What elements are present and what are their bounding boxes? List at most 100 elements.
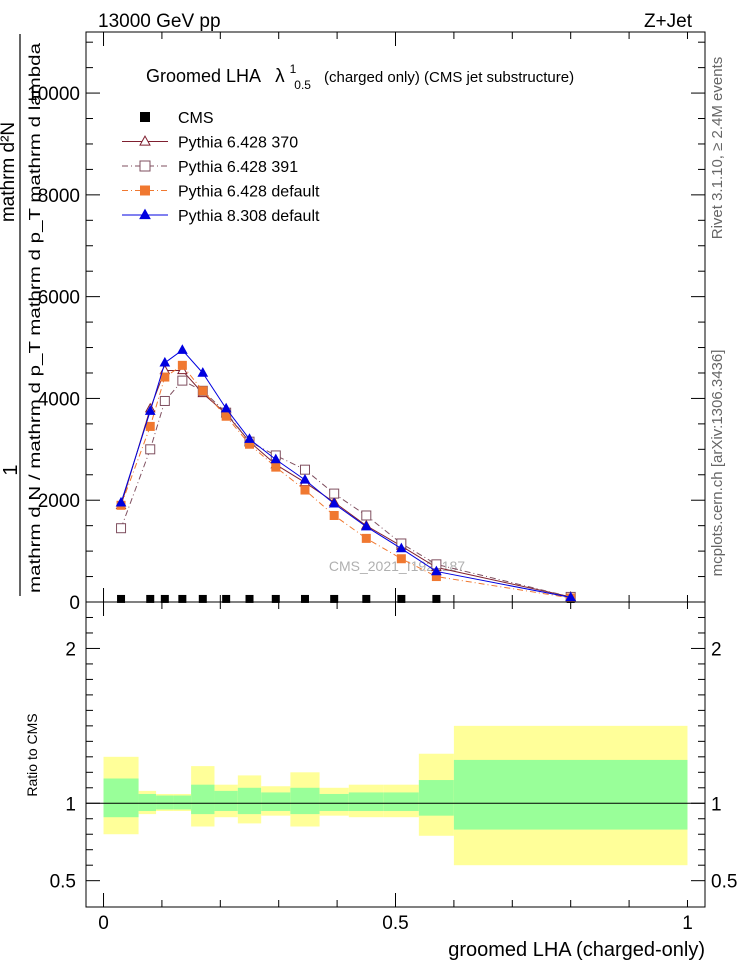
stat-band-bin — [453, 759, 688, 830]
data-point — [177, 375, 188, 386]
plot-title-suffix: (charged only) (CMS jet substructure) — [324, 69, 574, 86]
data-point — [116, 523, 127, 534]
stat-band-bin — [103, 778, 139, 818]
y-tick-label: 2000 — [38, 491, 80, 512]
data-point — [362, 594, 371, 603]
ratio-y-axis-label: Ratio to CMS — [24, 713, 40, 796]
stat-band-bin — [348, 792, 384, 812]
data-point — [300, 485, 310, 495]
stat-band-bin — [214, 790, 238, 812]
legend-label: Pythia 6.428 default — [178, 184, 320, 201]
data-point — [178, 594, 187, 603]
ratio-bands — [103, 725, 688, 866]
y-tick-label: 4000 — [38, 389, 80, 410]
legend-entry: Pythia 6.428 default — [122, 184, 320, 201]
ratio-y-tick-label-right: 2 — [711, 639, 722, 660]
data-point — [115, 496, 127, 507]
data-point — [271, 462, 281, 472]
series-pythia-8-308-default — [115, 344, 577, 602]
ratio-y-tick-label-right: 0.5 — [711, 872, 737, 893]
legend-label: Pythia 8.308 default — [178, 208, 320, 225]
stat-band-bin — [418, 780, 454, 816]
y-tick-label: 0 — [69, 593, 80, 614]
data-point — [177, 360, 187, 370]
data-point — [160, 372, 170, 382]
energy-label: 13000 GeV pp — [98, 11, 221, 32]
legend-entry: Pythia 6.428 370 — [122, 135, 298, 152]
ratio-axes: 0.5 0.5 1 1 2 2 0 0.5 1 — [50, 602, 737, 934]
rivet-label: Rivet 3.1.10, ≥ 2.4M events — [709, 57, 726, 240]
stat-band-bin — [138, 793, 157, 812]
y-tick-label: 10000 — [27, 84, 80, 105]
data-point — [245, 594, 254, 603]
y-tick-label: 6000 — [38, 288, 80, 309]
data-point — [222, 594, 231, 603]
main-series-group — [115, 344, 577, 603]
x-tick-label: 0 — [98, 913, 109, 934]
data-point — [140, 112, 150, 122]
data-point — [431, 565, 442, 576]
data-point — [360, 520, 372, 531]
main-y-axis: 0 2000 4000 6000 8000 10000 — [27, 32, 705, 614]
data-point — [396, 554, 406, 564]
data-point — [395, 542, 407, 553]
y-axis-label-top: 1 — [0, 464, 22, 475]
ratio-y-tick-label-right: 1 — [711, 794, 722, 815]
plot-title-text: Groomed LHA — [146, 66, 261, 86]
data-point — [139, 160, 151, 172]
data-point — [300, 594, 309, 603]
ratio-y-tick-label: 2 — [65, 639, 76, 660]
data-point — [299, 473, 311, 484]
data-point — [220, 402, 232, 413]
stat-band-bin — [383, 792, 419, 812]
series-line — [120, 349, 571, 598]
data-point — [245, 439, 255, 449]
process-label: Z+Jet — [644, 11, 693, 32]
stat-band-bin — [237, 787, 262, 815]
x-axis-label: groomed LHA (charged-only) — [448, 939, 705, 961]
data-point — [361, 533, 371, 543]
data-point — [330, 594, 339, 603]
data-point — [145, 421, 155, 431]
legend-label: Pythia 6.428 370 — [178, 135, 298, 152]
data-point — [397, 594, 406, 603]
data-point — [329, 510, 339, 520]
data-point — [271, 594, 280, 603]
data-point — [145, 444, 156, 455]
data-point — [244, 433, 255, 443]
legend-entry: CMS — [140, 110, 214, 127]
y-tick-label: 8000 — [38, 186, 80, 207]
data-point — [144, 405, 156, 415]
stat-band-bin — [261, 792, 291, 812]
legend-entry: Pythia 6.428 391 — [122, 159, 298, 176]
data-point — [328, 497, 340, 508]
stat-band-bin — [191, 784, 215, 815]
x-tick-label: 0.5 — [382, 913, 408, 934]
stat-band-bin — [319, 793, 349, 812]
ratio-y-tick-label: 0.5 — [50, 872, 76, 893]
data-point — [198, 386, 208, 396]
data-point — [139, 208, 151, 220]
plot-title-symbol: λ — [275, 66, 285, 87]
data-point — [221, 411, 231, 421]
data-point — [299, 464, 310, 475]
data-point — [159, 356, 171, 367]
data-point — [270, 453, 282, 464]
data-point — [431, 572, 441, 582]
data-point — [160, 594, 169, 603]
legend-entry: Pythia 8.308 default — [122, 208, 320, 225]
watermark: CMS_2021_I1920187 — [329, 558, 465, 574]
mcplots-label: mcplots.cern.ch [arXiv:1306.3436] — [709, 350, 726, 577]
stat-band-bin — [156, 795, 174, 810]
data-point — [197, 367, 209, 377]
data-point — [177, 344, 188, 354]
data-point — [329, 488, 340, 499]
data-point — [432, 594, 441, 603]
plot-title-subscript: 0.5 — [294, 78, 311, 92]
data-point — [117, 594, 126, 603]
data-point — [565, 591, 577, 602]
data-point — [146, 594, 155, 603]
legend-label: Pythia 6.428 391 — [178, 159, 298, 176]
x-tick-label: 1 — [682, 913, 693, 934]
